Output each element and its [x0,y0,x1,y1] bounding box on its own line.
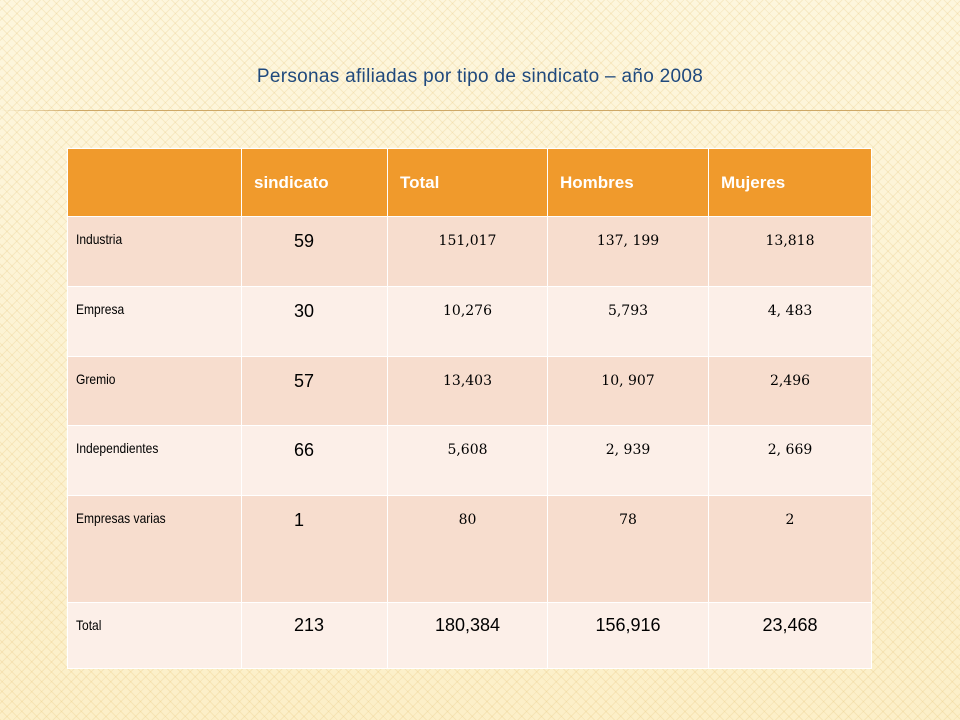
title-divider [0,110,960,111]
row-name-cell: Independientes [67,425,242,496]
table-total-row: Total 213 180,384 156,916 23,468 [67,602,872,669]
sindicato-count: 66 [241,425,388,496]
header-hombres: Hombres [547,148,709,217]
table-row: Empresas varias 1 80 78 2 [67,495,872,603]
total-value: 5,608 [387,425,548,496]
mujeres-value: 2,496 [708,356,872,426]
total-value: 13,403 [387,356,548,426]
table-row: Independientes 66 5,608 2, 939 2, 669 [67,425,872,496]
header-mujeres: Mujeres [708,148,872,217]
row-name: Empresas varias [76,510,166,526]
total-value: 80 [387,495,548,603]
hombres-value: 5,793 [547,286,709,357]
header-total: Total [387,148,548,217]
table-header-row: sindicato Total Hombres Mujeres [67,148,872,217]
hombres-value: 137, 199 [547,216,709,287]
sindicato-count: 30 [241,286,388,357]
total-value: 151,017 [387,216,548,287]
row-name: Industria [76,231,123,247]
sindicato-count: 213 [241,602,388,669]
row-name: Independientes [76,440,159,456]
table-row: Empresa 30 10,276 5,793 4, 483 [67,286,872,357]
row-name-cell: Empresas varias [67,495,242,603]
mujeres-value: 2 [708,495,872,603]
sindicato-count: 57 [241,356,388,426]
row-name: Gremio [76,371,116,387]
row-name-cell: Empresa [67,286,242,357]
row-name: Total [76,617,102,633]
affiliation-table: sindicato Total Hombres Mujeres Industri… [67,148,872,669]
table-row: Industria 59 151,017 137, 199 13,818 [67,216,872,287]
row-name-cell: Gremio [67,356,242,426]
mujeres-value: 4, 483 [708,286,872,357]
row-name: Empresa [76,301,125,317]
total-value: 180,384 [387,602,548,669]
header-empty [67,148,242,217]
total-value: 10,276 [387,286,548,357]
hombres-value: 78 [547,495,709,603]
row-name-cell: Total [67,602,242,669]
mujeres-value: 23,468 [708,602,872,669]
sindicato-count: 59 [241,216,388,287]
slide-title: Personas afiliadas por tipo de sindicato… [256,66,704,87]
hombres-value: 10, 907 [547,356,709,426]
row-name-cell: Industria [67,216,242,287]
mujeres-value: 13,818 [708,216,872,287]
sindicato-count: 1 [241,495,388,603]
mujeres-value: 2, 669 [708,425,872,496]
hombres-value: 2, 939 [547,425,709,496]
header-sindicato: sindicato [241,148,388,217]
table-row: Gremio 57 13,403 10, 907 2,496 [67,356,872,426]
table-container: sindicato Total Hombres Mujeres Industri… [67,148,872,669]
hombres-value: 156,916 [547,602,709,669]
